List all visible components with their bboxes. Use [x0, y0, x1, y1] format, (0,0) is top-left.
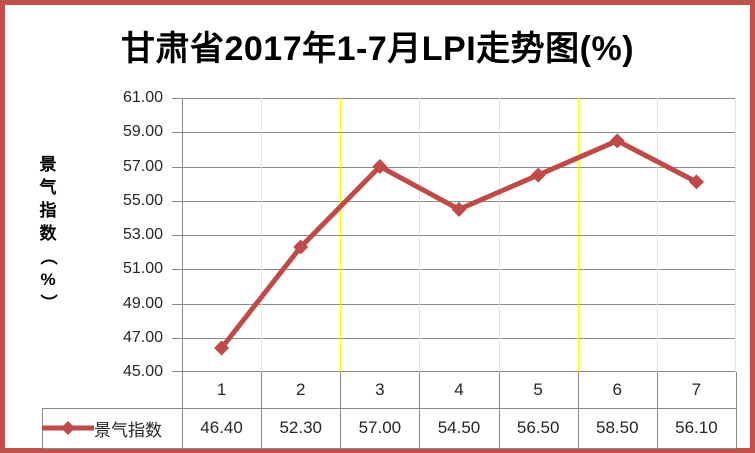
vertical-gridline: [578, 98, 579, 372]
table-cell-category: 7: [691, 380, 702, 399]
table-border-line: [42, 408, 736, 409]
table-border-line: [419, 372, 420, 449]
table-cell-value: 54.50: [437, 418, 481, 437]
vertical-gridline: [499, 98, 500, 372]
table-cell-category: 6: [612, 380, 622, 399]
table-cell-category: 4: [454, 380, 464, 399]
data-table: 1 2 3 4 5 6 7 景气指数 46.40 52.30 57.00 54.50 56.50 58.5…: [42, 372, 737, 450]
data-point-marker: [372, 159, 388, 174]
horizontal-gridline: [172, 269, 736, 271]
horizontal-gridline: [172, 166, 736, 168]
legend-cell: 景气指数: [42, 408, 182, 448]
legend-label: 景气指数: [94, 420, 162, 440]
table-cell-category: 2: [295, 380, 306, 399]
y-axis-title-char: ）: [38, 294, 58, 311]
y-tick-label: 61.00: [122, 89, 163, 106]
series-line: [219, 138, 698, 350]
table-border-line: [42, 448, 737, 449]
data-point-marker: [609, 133, 625, 149]
table-border-line: [578, 372, 579, 449]
y-axis-title-char: 气: [39, 178, 57, 197]
horizontal-gridline: [172, 235, 736, 236]
table-cell-category: 3: [375, 380, 385, 399]
table-cell-value: 46.40: [200, 418, 243, 437]
table-cell-value: 56.10: [675, 418, 718, 437]
y-axis-title-char: 数: [39, 224, 57, 243]
y-tick-label: 53.00: [122, 226, 163, 243]
y-tick-label: 57.00: [122, 157, 163, 175]
table-cell-category: 1: [216, 380, 227, 399]
vertical-gridline: [419, 98, 420, 372]
horizontal-gridline: [172, 303, 736, 305]
y-axis-title-char: （: [38, 248, 58, 265]
table-border-line: [499, 372, 500, 449]
y-tick-label: 55.00: [122, 191, 163, 209]
y-tick-label: 49.00: [122, 294, 163, 312]
y-tick-label: 59.00: [122, 123, 163, 141]
data-point-marker: [530, 167, 546, 183]
vertical-gridline: [657, 98, 658, 372]
horizontal-gridline: [172, 337, 736, 339]
vertical-gridline: [735, 98, 736, 372]
y-axis-title-char: 景: [39, 155, 57, 174]
table-border-line: [736, 372, 737, 449]
vertical-gridline: [340, 98, 341, 372]
y-axis-title: 景气指数 （% ）: [33, 153, 63, 314]
horizontal-gridline: [172, 200, 736, 202]
table-border-line: [657, 372, 658, 449]
table-cell-category: 5: [533, 380, 543, 399]
horizontal-gridline: [172, 98, 736, 99]
horizontal-gridline: [172, 371, 736, 372]
horizontal-gridline: [172, 132, 736, 134]
legend-key-icon: [42, 421, 94, 435]
table-cell-value: 57.00: [358, 418, 402, 437]
table-border-line: [340, 372, 341, 449]
y-axis-line: [182, 98, 183, 372]
vertical-gridline: [261, 98, 262, 372]
table-cell-value: 52.30: [279, 418, 322, 437]
plot-area: [172, 98, 736, 372]
table-cell-value: 58.50: [596, 418, 639, 437]
data-point-marker: [688, 174, 704, 190]
data-point-marker: [293, 239, 309, 255]
y-tick-label: 51.00: [122, 260, 163, 278]
data-point-marker: [451, 201, 467, 217]
y-tick-label: 47.00: [122, 328, 163, 346]
chart-title: 甘肃省2017年1-7月LPI走势图(%): [120, 30, 635, 68]
data-point-marker: [214, 340, 230, 356]
table-border-line: [182, 372, 183, 449]
y-axis-title-char: %: [40, 270, 56, 289]
table-cell-value: 56.50: [516, 418, 560, 437]
y-tick-label: 45.00: [122, 363, 163, 380]
y-axis-title-char: 指: [39, 201, 57, 220]
series-line-svg: [214, 133, 704, 356]
table-border-line: [261, 372, 262, 449]
